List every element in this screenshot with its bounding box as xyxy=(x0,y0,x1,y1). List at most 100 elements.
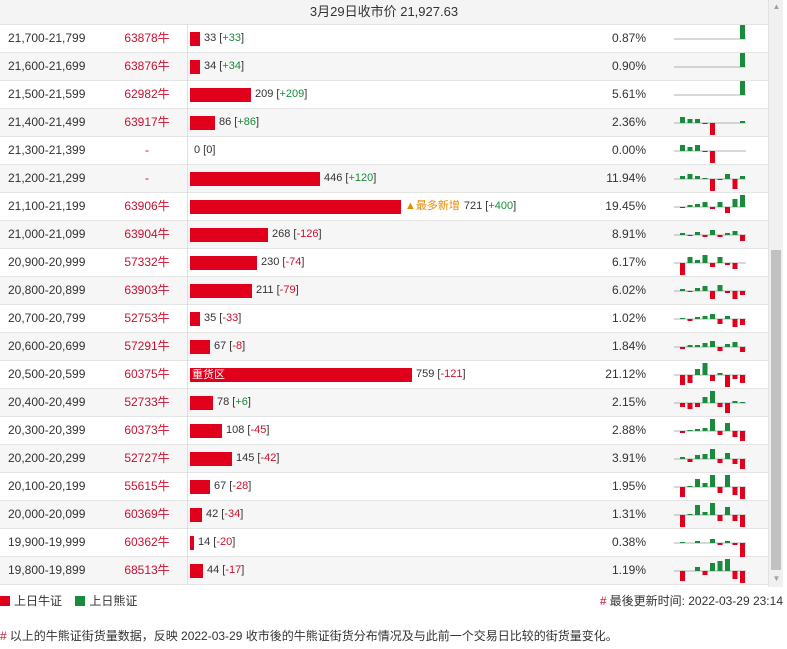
scroll-up-icon[interactable]: ▲ xyxy=(772,2,781,11)
vertical-scrollbar[interactable]: ▲ ▼ xyxy=(768,0,783,587)
quantity-number: 145 xyxy=(236,452,255,464)
sparkline-bar xyxy=(702,235,708,237)
table-row[interactable]: 20,200-20,299 52727牛 145 [-42] 3.91% xyxy=(0,445,768,473)
sparkline-bar xyxy=(702,286,708,291)
sparkline-bar xyxy=(687,119,693,123)
warrant-code-link[interactable]: 60375牛 xyxy=(124,367,170,381)
sparkline-bar xyxy=(695,145,700,151)
table-row[interactable]: 20,300-20,399 60373牛 108 [-45] 2.88% xyxy=(0,417,768,445)
share-percent: 0.90% xyxy=(611,59,646,73)
quantity-value: 42 [-34] xyxy=(206,508,244,520)
sparkline-bar xyxy=(740,176,745,179)
table-row[interactable]: 21,600-21,699 63876牛 34 [+34] 0.90% xyxy=(0,53,768,81)
table-row[interactable]: 20,100-20,199 55615牛 67 [-28] 1.95% xyxy=(0,473,768,501)
quantity-number: 268 xyxy=(272,228,291,240)
sparkline-bar xyxy=(725,233,730,235)
warrant-code-link[interactable]: 68513牛 xyxy=(124,563,170,577)
history-sparkline xyxy=(674,419,746,441)
quantity-change: +6 xyxy=(235,396,248,408)
quantity-value: 14 [-20] xyxy=(198,536,236,548)
warrant-code-link[interactable]: 63903牛 xyxy=(124,283,170,297)
quantity-bar xyxy=(190,536,194,550)
table-row[interactable]: 20,500-20,599 60375牛 重货区 759 [-121] 21.12% xyxy=(0,361,768,389)
warrant-code-link[interactable]: 63878牛 xyxy=(124,31,170,45)
sparkline-bar xyxy=(702,316,708,319)
warrant-code-link[interactable]: 62982牛 xyxy=(124,87,170,101)
quantity-change: +209 xyxy=(279,88,305,100)
history-sparkline xyxy=(674,117,746,135)
warrant-code-link[interactable]: 57291牛 xyxy=(124,339,170,353)
quantity-value: 145 [-42] xyxy=(236,452,280,464)
price-range: 21,000-21,099 xyxy=(8,227,86,241)
scroll-thumb[interactable] xyxy=(771,250,781,570)
scroll-down-icon[interactable]: ▼ xyxy=(772,574,781,583)
quantity-value: 86 [+86] xyxy=(219,116,260,128)
quantity-bar xyxy=(190,564,203,578)
table-row[interactable]: 20,900-20,999 57332牛 230 [-74] 6.17% xyxy=(0,249,768,277)
warrant-code-link[interactable]: 63876牛 xyxy=(124,59,170,73)
quantity-bar xyxy=(190,32,200,46)
sparkline-bar xyxy=(725,453,730,459)
sparkline-bar xyxy=(687,174,693,179)
warrant-code-link[interactable]: 60373牛 xyxy=(124,423,170,437)
table-row[interactable]: 20,700-20,799 52753牛 35 [-33] 1.02% xyxy=(0,305,768,333)
last-updated: # 最後更新时间: 2022-03-29 23:14 xyxy=(599,594,783,608)
sparkline-bar xyxy=(695,345,700,347)
table-row[interactable]: 21,000-21,099 63904牛 268 [-126] 8.91% xyxy=(0,221,768,249)
share-percent: 0.38% xyxy=(611,535,646,549)
quantity-change: -42 xyxy=(260,452,277,464)
price-range: 21,200-21,299 xyxy=(8,171,86,185)
warrant-code-link[interactable]: 63917牛 xyxy=(124,115,170,129)
warrant-code-link: - xyxy=(145,143,149,157)
history-sparkline xyxy=(674,363,746,387)
legend-bull: 上日牛证 xyxy=(0,594,62,608)
warrant-code-link[interactable]: 52727牛 xyxy=(124,451,170,465)
quantity-change: -17 xyxy=(225,564,242,576)
price-range: 20,600-20,699 xyxy=(8,339,86,353)
sparkline-bar xyxy=(725,174,730,179)
sparkline-bar xyxy=(680,207,685,208)
history-sparkline xyxy=(674,53,746,68)
table-row[interactable]: 21,500-21,599 62982牛 209 [+209] 5.61% xyxy=(0,81,768,109)
table-row[interactable]: 20,000-20,099 60369牛 42 [-34] 1.31% xyxy=(0,501,768,529)
table-row[interactable]: 21,400-21,499 63917牛 86 [+86] 2.36% xyxy=(0,109,768,137)
table-row[interactable]: 20,600-20,699 57291牛 67 [-8] 1.84% xyxy=(0,333,768,361)
column-divider xyxy=(187,305,188,333)
warrant-code-link[interactable]: 52733牛 xyxy=(124,395,170,409)
share-percent: 0.87% xyxy=(611,31,646,45)
sparkline-bar xyxy=(710,419,715,431)
table-row[interactable]: 19,900-19,999 60362牛 14 [-20] 0.38% xyxy=(0,529,768,557)
quantity-number: 67 xyxy=(214,480,227,492)
share-percent: 2.15% xyxy=(611,395,646,409)
table-row[interactable]: 21,200-21,299 - 446 [+120] 11.94% xyxy=(0,165,768,193)
table-row[interactable]: 19,800-19,899 68513牛 44 [-17] 1.19% xyxy=(0,557,768,585)
history-sparkline xyxy=(674,174,746,191)
quantity-value: 759 [-121] xyxy=(416,368,466,380)
warrant-code-link[interactable]: 60362牛 xyxy=(124,535,170,549)
warrant-code-link[interactable]: 60369牛 xyxy=(124,507,170,521)
column-divider xyxy=(187,473,188,501)
share-percent: 1.84% xyxy=(611,339,646,353)
share-percent: 5.61% xyxy=(611,87,646,101)
quantity-number: 33 xyxy=(204,32,217,44)
sparkline-bar xyxy=(702,255,708,263)
warrant-code-link[interactable]: 63906牛 xyxy=(124,199,170,213)
warrant-code-link[interactable]: 52753牛 xyxy=(124,311,170,325)
sparkline-bar xyxy=(725,291,730,293)
quantity-bar xyxy=(190,396,213,410)
quantity-bar xyxy=(190,452,232,466)
warrant-code-link[interactable]: 55615牛 xyxy=(124,479,170,493)
sparkline-bar xyxy=(695,176,700,179)
quantity-bar: 重货区 xyxy=(190,368,412,382)
quantity-value: 78 [+6] xyxy=(217,396,251,408)
sparkline-bar xyxy=(680,403,685,407)
warrant-code-link[interactable]: 63904牛 xyxy=(124,227,170,241)
table-row[interactable]: 20,400-20,499 52733牛 78 [+6] 2.15% xyxy=(0,389,768,417)
table-row[interactable]: 20,800-20,899 63903牛 211 [-79] 6.02% xyxy=(0,277,768,305)
table-row[interactable]: 21,300-21,399 - 0 [0] 0.00% xyxy=(0,137,768,165)
table-row[interactable]: 21,100-21,199 63906牛 ▲最多新增 721 [+400] 19.45% xyxy=(0,193,768,221)
most-added-tag: ▲最多新增 xyxy=(405,200,460,212)
table-row[interactable]: 21,700-21,799 63878牛 33 [+33] 0.87% xyxy=(0,25,768,53)
warrant-code-link[interactable]: 57332牛 xyxy=(124,255,170,269)
sparkline-bar xyxy=(702,123,708,124)
